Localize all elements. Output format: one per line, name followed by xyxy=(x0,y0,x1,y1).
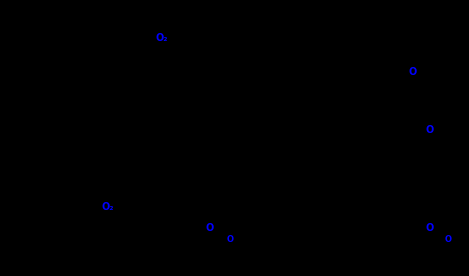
Text: O: O xyxy=(426,223,434,233)
Text: O: O xyxy=(426,125,434,135)
Text: O: O xyxy=(227,235,234,245)
Text: O₂: O₂ xyxy=(102,202,114,212)
Text: O: O xyxy=(445,235,452,245)
Text: O₂: O₂ xyxy=(156,33,168,43)
Text: O: O xyxy=(409,67,417,77)
Text: O: O xyxy=(206,223,214,233)
